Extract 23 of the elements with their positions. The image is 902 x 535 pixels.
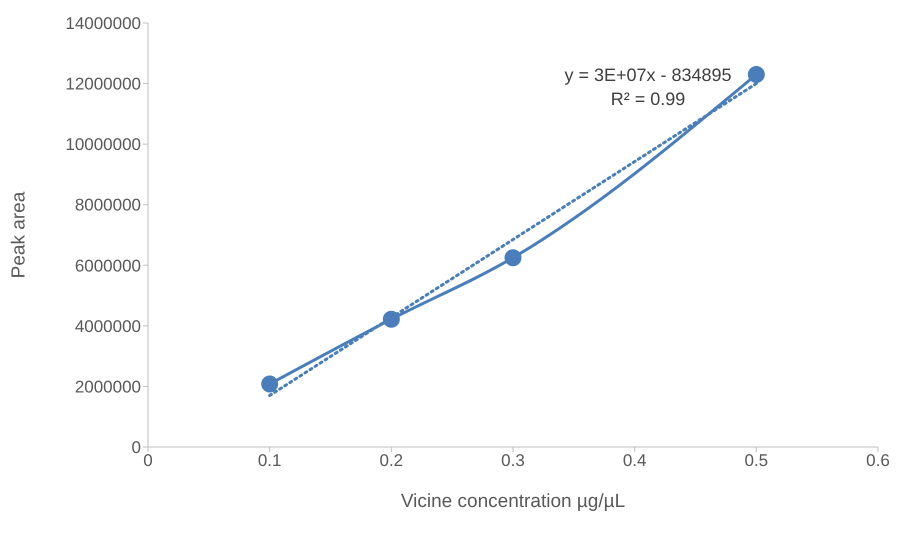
y-axis-title: Peak area — [8, 191, 30, 278]
x-tick-label: 0 — [143, 451, 153, 470]
y-tick-label: 12000000 — [65, 74, 141, 94]
x-tick-label: 0.2 — [380, 451, 404, 470]
point — [382, 310, 400, 328]
x-axis-title: Vicine concentration µg/µL — [400, 491, 626, 512]
point — [748, 66, 765, 83]
y-tick-label: 10000000 — [65, 135, 141, 154]
y-tick-label: 14000000 — [65, 14, 141, 34]
x-tick-label: 0.4 — [622, 451, 646, 470]
y-tick-label: 6000000 — [74, 256, 141, 276]
x-tick-label: 0.1 — [258, 451, 282, 470]
annotation: y = 3E+07x - 834895 — [563, 64, 733, 87]
x-tick-label: 0.6 — [866, 451, 890, 470]
y-tick-label: 4000000 — [74, 316, 141, 336]
annotation: R² = 0.99 — [610, 88, 686, 111]
y-tick-label: 0 — [132, 438, 141, 458]
point — [261, 376, 278, 393]
y-tick-label: 2000000 — [74, 377, 141, 396]
y-tick-label: 8000000 — [74, 196, 141, 215]
x-tick-label: 0.5 — [744, 451, 768, 470]
x-tick-label: 0.3 — [501, 451, 525, 470]
point — [504, 249, 522, 266]
